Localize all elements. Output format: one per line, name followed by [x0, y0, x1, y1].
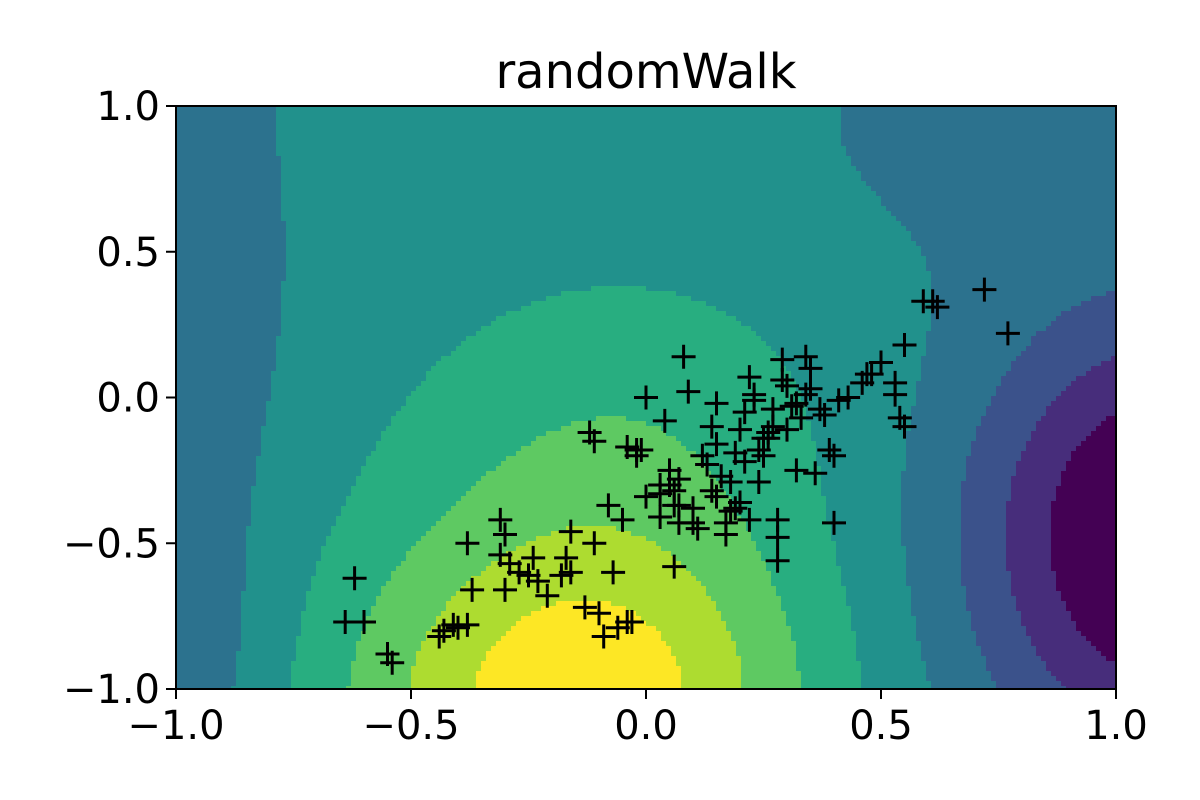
data-point — [756, 420, 781, 445]
data-point — [671, 344, 696, 369]
data-point — [775, 417, 799, 442]
data-point — [765, 525, 790, 550]
data-point — [610, 507, 635, 532]
data-point — [793, 344, 818, 369]
data-point — [765, 548, 790, 573]
data-point — [624, 437, 649, 462]
x-tick-label: 0.0 — [614, 703, 678, 749]
data-point — [920, 289, 945, 314]
data-point — [789, 405, 814, 430]
data-point — [582, 429, 607, 454]
y-tick-label: −1.0 — [63, 667, 160, 713]
data-point — [699, 414, 724, 439]
y-tick-label: 0.5 — [96, 230, 160, 276]
data-point — [342, 566, 367, 591]
data-point — [746, 470, 771, 495]
y-tick-label: 1.0 — [96, 84, 160, 130]
data-point — [718, 470, 743, 495]
data-point — [803, 461, 828, 486]
data-point — [892, 414, 917, 439]
data-point — [713, 522, 738, 547]
data-point — [634, 385, 658, 410]
data-point — [760, 397, 785, 422]
data-point — [488, 507, 513, 532]
data-point — [925, 295, 950, 320]
x-tick-label: −1.0 — [127, 703, 224, 749]
data-point — [798, 376, 823, 401]
data-point — [460, 577, 485, 602]
contour-field — [176, 106, 1116, 689]
data-point — [493, 522, 517, 547]
data-point — [582, 531, 607, 556]
data-point — [770, 368, 795, 393]
data-point — [704, 391, 729, 416]
data-point — [737, 507, 762, 532]
data-point — [812, 402, 837, 427]
x-axis: −1.0 −0.5 0.0 0.5 1.0 — [127, 689, 1148, 749]
data-point — [521, 545, 546, 570]
chart-title: randomWalk — [495, 44, 796, 100]
data-point — [634, 484, 658, 509]
data-point — [995, 321, 1020, 346]
data-point — [648, 505, 673, 530]
data-point — [666, 467, 691, 492]
data-point — [869, 350, 893, 375]
data-point — [427, 624, 452, 649]
data-point — [723, 496, 748, 521]
data-point — [558, 560, 583, 585]
data-point — [822, 443, 846, 468]
data-point — [770, 347, 795, 372]
data-point — [972, 277, 997, 302]
data-point — [535, 583, 560, 608]
data-point — [883, 382, 908, 407]
data-point — [662, 493, 687, 518]
data-point — [681, 510, 705, 535]
data-point — [601, 560, 626, 585]
y-tick-label: 0.0 — [96, 376, 160, 422]
data-point — [676, 379, 701, 404]
data-point — [587, 601, 611, 626]
x-tick-label: −0.5 — [362, 703, 459, 749]
data-point — [615, 609, 640, 634]
data-point — [525, 569, 550, 594]
data-point — [732, 449, 757, 474]
data-point — [784, 458, 809, 483]
x-tick-label: 0.5 — [849, 703, 913, 749]
y-axis: −1.0 −0.5 0.0 0.5 1.0 — [63, 84, 176, 713]
data-point — [822, 510, 846, 535]
data-point — [352, 609, 376, 634]
data-point — [455, 531, 480, 556]
data-point — [775, 373, 799, 398]
y-tick-label: −0.5 — [63, 521, 160, 567]
data-point — [728, 490, 752, 515]
data-point — [704, 484, 729, 509]
data-point — [704, 432, 729, 457]
data-point — [892, 333, 917, 358]
data-point — [648, 472, 673, 497]
data-point — [798, 356, 823, 381]
data-point — [807, 397, 832, 422]
data-point — [742, 382, 767, 407]
data-point — [554, 545, 579, 570]
data-point — [455, 612, 480, 637]
data-point — [652, 408, 677, 433]
data-point — [737, 365, 762, 390]
scatter-points — [333, 277, 1020, 675]
data-point — [591, 624, 616, 649]
data-point — [817, 437, 842, 462]
data-point — [380, 650, 405, 675]
data-point — [699, 478, 724, 503]
data-point — [596, 493, 621, 518]
data-point — [558, 519, 583, 544]
data-point — [695, 452, 720, 477]
data-point — [662, 554, 687, 579]
data-point — [685, 516, 710, 541]
data-point — [836, 385, 861, 410]
x-tick-label: 1.0 — [1084, 703, 1148, 749]
data-point — [728, 417, 752, 442]
data-point — [493, 577, 517, 602]
data-point — [572, 595, 597, 620]
data-point — [793, 382, 818, 407]
